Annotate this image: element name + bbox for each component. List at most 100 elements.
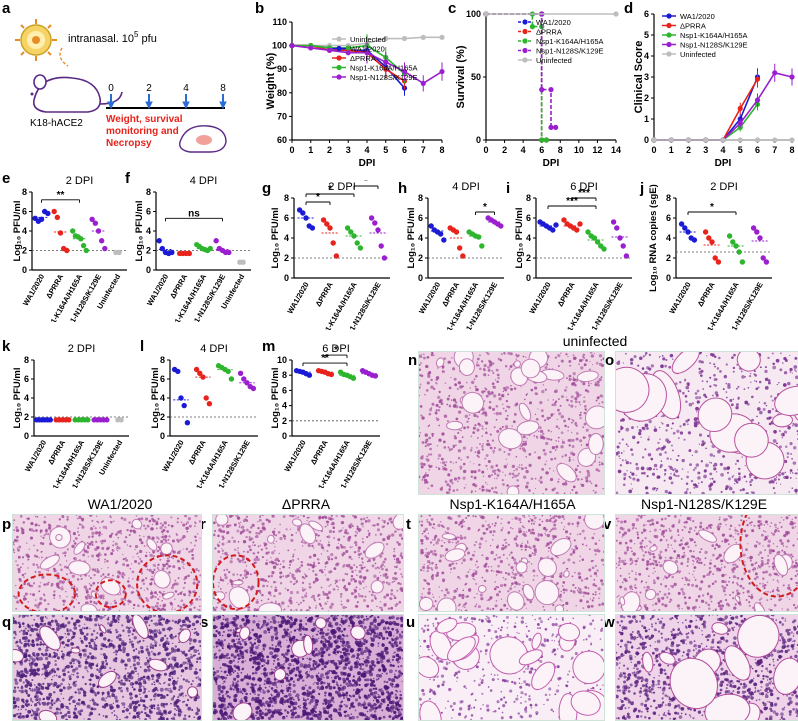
x-tick-label: ΔPRRA [309,438,330,466]
data-point [70,228,75,233]
data-point [240,260,245,265]
data-point [45,211,50,216]
data-point [498,223,503,228]
y-tick-label: 4 [146,226,151,236]
x-tick-label: 5 [738,145,743,155]
data-point [789,137,794,142]
data-point [382,255,387,260]
y-axis-label: Log₁₀ PFU/ml [150,368,161,429]
histology-v [615,514,798,612]
y-axis-label: Survival (%) [455,45,467,108]
data-point [553,222,558,227]
y-tick-label: 60 [277,135,287,145]
legend-marker [336,74,341,79]
data-point [310,225,315,230]
data-point [93,221,98,226]
y-tick-label: 6 [418,213,423,223]
timeline-tick: 8 [220,83,226,94]
y-tick-label: 0 [22,265,27,275]
chart-title: 4 DPI [200,343,228,355]
x-tick-label: 6 [539,145,544,155]
legend-entry: ΔPRRA [350,54,376,63]
significance-label: *** [578,188,590,199]
panel-a-schematic: intranasal. 105 pfu K18-hACE2 0 2 4 8 We… [10,14,232,160]
y-tick-label: 2 [526,253,531,263]
route-text: intranasal. 105 pfu [68,30,157,45]
data-point [669,137,674,142]
histology-w [615,614,798,721]
data-point [327,48,332,53]
data-point [613,11,618,16]
legend-marker [522,57,527,62]
histology-t [418,514,605,612]
x-tick-label: ΔPRRA [187,438,208,466]
y-tick-label: 0 [644,135,649,145]
significance-label: ns [188,208,200,219]
timeline-tick: 4 [183,83,189,94]
y-axis-label: Log₁₀ PFU/ml [514,208,525,269]
significance-label: * [334,345,338,356]
data-point [204,395,209,400]
data-point [351,376,356,381]
y-axis-label: Log₁₀ PFU/ml [270,208,281,269]
data-point [624,253,629,258]
x-tick-label: 8 [789,145,794,155]
data-point [720,137,725,142]
data-point [772,137,777,142]
y-tick-label: 8 [146,187,151,197]
data-point [185,420,190,425]
data-point [548,125,553,130]
panel-label-o: o [605,352,614,369]
data-point [300,210,305,215]
data-point [460,253,465,258]
histology-title-k164a: Nsp1-K164A/H165A [420,496,605,512]
data-point [439,35,444,40]
x-tick-label: 4 [720,145,725,155]
data-point [156,238,161,243]
data-point [454,229,459,234]
legend-entry: Nsp1-N128S/K129E [680,41,748,50]
y-tick-label: 4 [24,393,29,403]
x-tick-label: 7 [421,145,426,155]
data-point [226,250,231,255]
data-point [207,401,212,406]
data-point [182,403,187,408]
y-tick-label: 8 [282,370,287,380]
legend-marker [666,42,671,47]
data-point [530,24,535,29]
significance-label: * [364,180,368,187]
data-point [550,227,555,232]
legend-entry: ΔPRRA [536,28,562,37]
y-axis-label: Log₁₀ PFU/ml [12,368,23,429]
x-axis-label: DPI [359,158,376,169]
data-point [331,240,336,245]
data-point [169,250,174,255]
legend-entry: WA1/2020 [536,18,571,27]
data-point [369,215,374,220]
y-tick-label: 8 [284,193,289,203]
y-axis-label: Log₁₀ PFU/ml [270,368,281,429]
histology-q [12,614,202,721]
y-tick-label: 8 [22,187,27,197]
y-tick-label: 2 [666,253,671,263]
y-tick-label: 2 [282,416,287,426]
x-tick-label: WA1/2020 [21,273,46,308]
legend-marker [522,48,527,53]
y-tick-label: 4 [418,233,423,243]
data-point [614,225,619,230]
data-point [574,227,579,232]
x-axis-label: DPI [543,158,560,169]
x-tick-label: 0 [289,145,294,155]
y-tick-label: 0 [146,265,151,275]
y-tick-label: 8 [526,193,531,203]
x-tick-label: 1 [669,145,674,155]
y-tick-label: 2 [284,253,289,263]
x-tick-label: WA1/2020 [160,439,185,474]
y-tick-label: 5 [644,30,649,40]
data-point [102,246,107,251]
